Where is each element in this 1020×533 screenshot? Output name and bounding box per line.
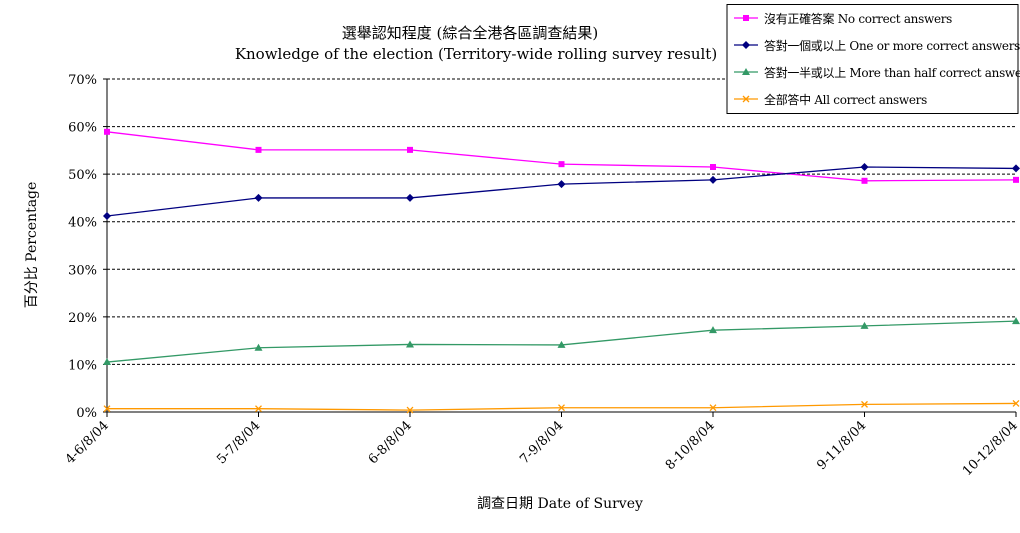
data-point: [406, 340, 414, 348]
data-point: [558, 404, 565, 412]
data-point: [557, 180, 566, 189]
data-point: [709, 404, 717, 412]
x-tick-label: 10-12/8/04: [960, 418, 1020, 479]
y-tick-label: 50%: [68, 168, 97, 183]
y-tick-label: 60%: [68, 121, 97, 136]
data-point: [407, 146, 413, 153]
data-point: [861, 400, 868, 408]
data-point: [406, 406, 414, 414]
data-point: [103, 212, 111, 221]
legend-label: 全部答中 All correct answers: [764, 92, 927, 107]
data-point: [1013, 176, 1019, 183]
data-point: [558, 161, 565, 168]
series-line: [106, 131, 1017, 182]
y-tick-label: 20%: [68, 311, 97, 326]
chart-title: 選舉認知程度 (綜合全港各區調查結果): [342, 24, 598, 42]
data-point: [709, 326, 717, 334]
x-tick-label: 6-8/8/04: [366, 418, 415, 467]
data-point: [254, 343, 263, 351]
legend-marker: [743, 15, 749, 21]
series-line: [107, 402, 1017, 411]
data-point: [103, 405, 111, 413]
x-tick-label: 4-6/8/04: [63, 418, 112, 467]
x-tick-label: 8-10/8/04: [663, 418, 718, 473]
data-point: [406, 193, 414, 202]
data-point: [860, 163, 869, 172]
data-point: [860, 321, 869, 329]
data-point: [254, 193, 263, 202]
data-point: [709, 175, 717, 184]
y-tick-label: 70%: [68, 73, 97, 88]
data-point: [861, 177, 868, 184]
y-axis-label: 百分比 Percentage: [24, 182, 40, 309]
data-point: [710, 164, 716, 171]
legend-box: [726, 4, 1019, 114]
x-tick-label: 7-9/8/04: [517, 418, 566, 467]
x-tick-label: 5-7/8/04: [214, 418, 263, 467]
x-axis-label: 調查日期 Date of Survey: [477, 496, 643, 512]
legend-marker: [742, 41, 750, 49]
data-point: [104, 128, 110, 135]
data-point: [255, 146, 262, 153]
legend-marker: [742, 68, 750, 75]
y-tick-label: 40%: [68, 216, 97, 231]
data-point: [1012, 399, 1020, 407]
legend-marker: [742, 95, 750, 103]
chart-subtitle: Knowledge of the election (Territory-wid…: [235, 45, 717, 63]
data-point: [557, 340, 566, 348]
y-tick-label: 30%: [68, 263, 97, 278]
data-point: [1012, 317, 1020, 325]
y-tick-label: 10%: [68, 358, 97, 373]
legend-label: 答對一個或以上 One or more correct answers: [764, 38, 1020, 53]
data-point: [103, 358, 111, 366]
y-tick-label: 0%: [76, 406, 97, 421]
data-point: [1012, 164, 1020, 173]
legend-label: 沒有正確答案 No correct answers: [764, 11, 952, 26]
data-point: [255, 405, 262, 413]
x-tick-label: 9-11/8/04: [814, 418, 869, 473]
legend-label: 答對一半或以上 More than half correct answers: [764, 65, 1020, 80]
